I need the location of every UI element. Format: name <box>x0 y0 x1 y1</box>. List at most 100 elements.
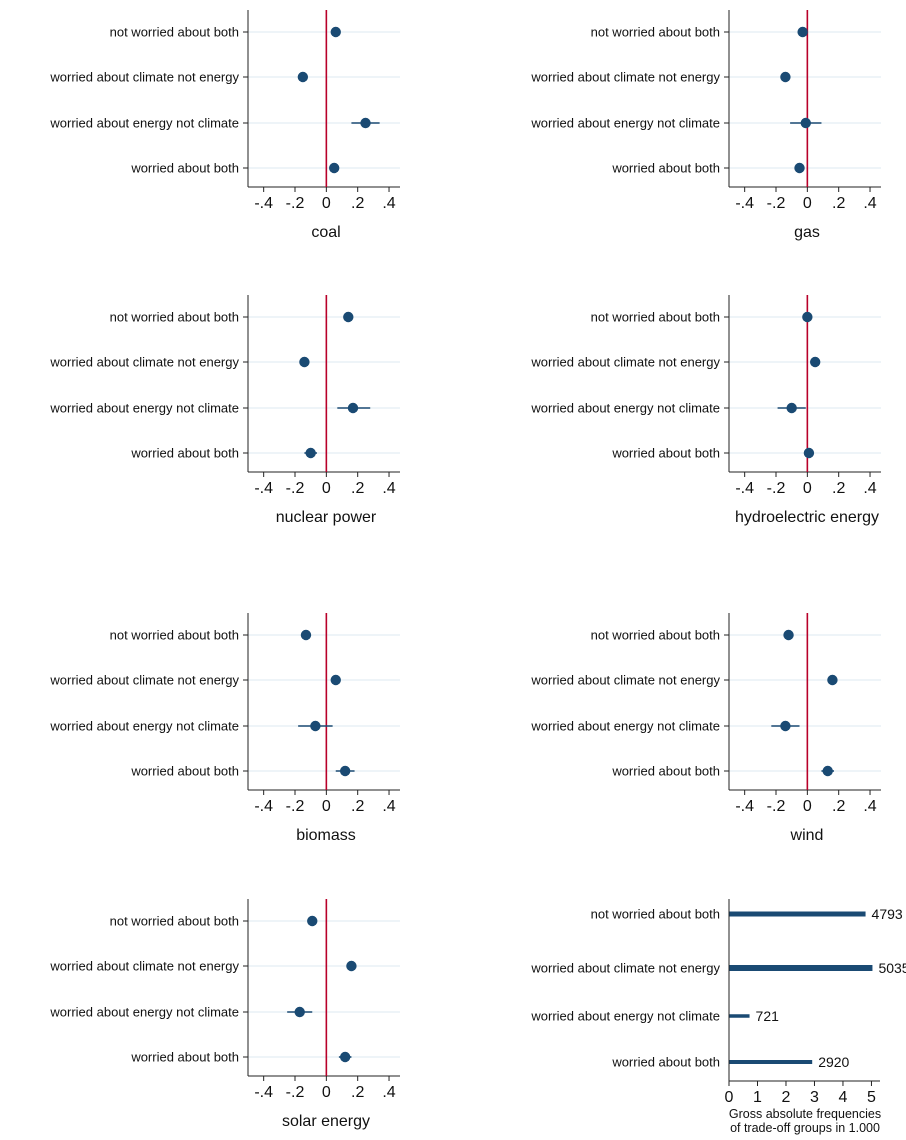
estimate-point <box>783 629 794 641</box>
category-label: worried about climate not energy <box>49 673 239 688</box>
x-tick-label: .2 <box>351 480 364 497</box>
frequency-bar <box>729 1014 750 1018</box>
x-tick-label: .2 <box>832 195 845 212</box>
estimate-point <box>360 117 371 129</box>
category-label: worried about energy not climate <box>49 116 239 131</box>
estimate-point <box>330 674 341 686</box>
panel-4: not worried about both worried about clim… <box>49 613 400 844</box>
estimate-point <box>339 765 351 777</box>
panel-xlabel: solar energy <box>282 1113 370 1130</box>
estimate-point <box>347 402 359 414</box>
estimate-point <box>786 402 797 414</box>
estimate-point <box>802 311 813 323</box>
panel-6: not worried about both worried about clim… <box>49 899 400 1130</box>
panel-xlabel: Gross absolute frequencies of trade-off g… <box>729 1107 881 1135</box>
estimate-point <box>300 629 312 641</box>
x-tick-label: .4 <box>382 480 395 497</box>
panel-3: not worried about both worried about clim… <box>530 295 881 526</box>
x-tick-label: -.4 <box>735 195 754 212</box>
category-label: worried about energy not climate <box>49 719 239 734</box>
bar-value-label: 2920 <box>818 1054 849 1070</box>
estimate-point <box>330 26 341 38</box>
x-tick-label: -.2 <box>286 195 305 212</box>
category-label: not worried about both <box>110 914 239 929</box>
x-tick-label: .2 <box>351 195 364 212</box>
category-label: worried about energy not climate <box>49 1005 239 1020</box>
x-tick-label: -.4 <box>254 480 273 497</box>
category-label: worried about energy not climate <box>49 401 239 416</box>
x-tick-label: 0 <box>322 798 331 815</box>
estimate-point <box>307 915 318 927</box>
frequency-bar <box>729 965 873 971</box>
category-label: worried about both <box>130 161 239 176</box>
panel-5: not worried about both worried about clim… <box>530 613 881 844</box>
estimate-point <box>294 1006 305 1018</box>
estimate-point <box>346 960 357 972</box>
category-label: worried about energy not climate <box>530 401 720 416</box>
x-tick-label: 0 <box>322 1084 331 1101</box>
category-label: worried about both <box>130 1050 239 1065</box>
bar-value-label: 4793 <box>872 906 903 922</box>
panel-xlabel: gas <box>794 224 820 241</box>
x-tick-label: -.4 <box>735 798 754 815</box>
estimate-point <box>297 71 309 83</box>
x-tick-label: -.2 <box>767 798 786 815</box>
category-label: not worried about both <box>591 907 720 922</box>
panel-xlabel: hydroelectric energy <box>735 509 879 526</box>
estimate-point <box>803 447 815 459</box>
estimate-point <box>299 356 310 368</box>
estimate-point <box>310 720 321 732</box>
panel-xlabel: nuclear power <box>276 509 377 526</box>
x-tick-label: .4 <box>382 1084 395 1101</box>
estimate-point <box>822 765 833 777</box>
panel-1: not worried about both worried about clim… <box>530 10 881 241</box>
panel-0: not worried about both worried about clim… <box>49 10 400 241</box>
category-label: not worried about both <box>591 25 720 40</box>
category-label: worried about climate not energy <box>530 70 720 85</box>
estimate-point <box>343 311 354 323</box>
category-label: worried about climate not energy <box>530 961 720 976</box>
estimate-point <box>794 162 805 174</box>
frequency-bar <box>729 911 866 917</box>
category-label: worried about both <box>130 764 239 779</box>
estimate-point <box>339 1051 351 1063</box>
x-tick-label: 4 <box>839 1089 848 1106</box>
frequency-bar <box>729 1060 813 1064</box>
panel-xlabel: coal <box>311 224 340 241</box>
x-tick-label: -.2 <box>286 1084 305 1101</box>
panel-xlabel: biomass <box>296 827 356 844</box>
category-label: not worried about both <box>110 310 239 325</box>
x-tick-label: 0 <box>803 798 812 815</box>
x-tick-label: -.2 <box>767 195 786 212</box>
estimate-point <box>800 117 811 129</box>
category-label: not worried about both <box>110 25 239 40</box>
x-tick-label: .2 <box>351 1084 364 1101</box>
estimate-point <box>809 356 821 368</box>
x-tick-label: -.2 <box>286 480 305 497</box>
category-label: worried about climate not energy <box>49 959 239 974</box>
x-tick-label: -.4 <box>254 798 273 815</box>
x-tick-label: .4 <box>382 195 395 212</box>
category-label: worried about both <box>611 446 720 461</box>
x-tick-label: .4 <box>863 480 876 497</box>
x-tick-label: 0 <box>725 1089 734 1106</box>
panel-xlabel-line: of trade-off groups in 1.000 <box>730 1121 880 1135</box>
category-label: worried about climate not energy <box>49 355 239 370</box>
x-tick-label: 0 <box>803 195 812 212</box>
x-tick-label: .2 <box>832 480 845 497</box>
x-tick-label: -.2 <box>767 480 786 497</box>
x-tick-label: 0 <box>322 480 331 497</box>
category-label: worried about energy not climate <box>530 116 720 131</box>
x-tick-label: 2 <box>782 1089 791 1106</box>
x-tick-label: 5 <box>867 1089 876 1106</box>
category-label: worried about climate not energy <box>530 673 720 688</box>
bar-value-label: 5035 <box>878 960 906 976</box>
x-tick-label: .2 <box>832 798 845 815</box>
estimate-point <box>780 720 791 732</box>
x-tick-label: -.2 <box>286 798 305 815</box>
x-tick-label: 1 <box>753 1089 762 1106</box>
panel-xlabel-line: Gross absolute frequencies <box>729 1107 881 1121</box>
category-label: worried about both <box>611 161 720 176</box>
x-tick-label: -.4 <box>254 1084 273 1101</box>
